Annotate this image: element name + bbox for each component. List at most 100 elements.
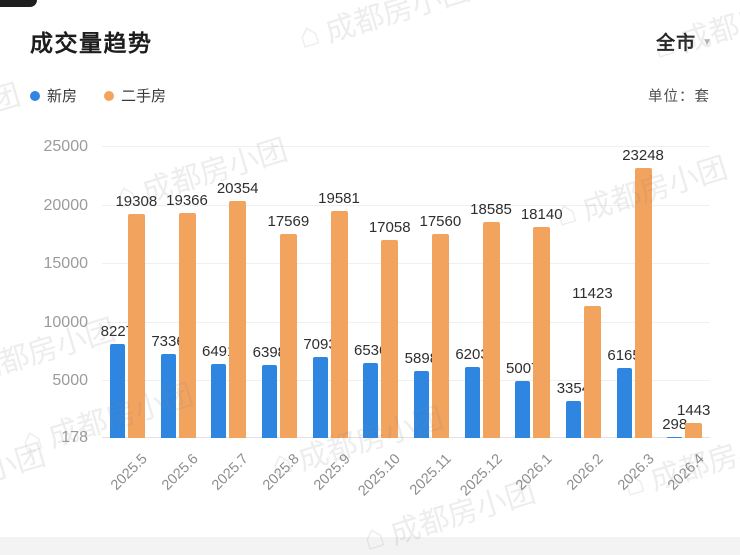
bar-value-label: 6165: [607, 346, 641, 364]
bar-resale-homes-2025.9[interactable]: 19581: [318, 190, 360, 438]
bar-value-label: 298: [662, 415, 688, 433]
chevron-down-icon: ▼: [702, 37, 712, 48]
x-axis: 2025.5 2025.6 2025.7 2025.8 2025.9 2025.10 202…: [102, 442, 710, 522]
header: 成交量趋势 全市 ▼: [30, 24, 712, 58]
bar-resale-homes-2025.7[interactable]: 20354: [217, 180, 259, 438]
bar-value-label: 5007: [506, 360, 540, 378]
x-tick-label-2025.5: 2025.5: [107, 451, 151, 494]
bar-resale-homes-2025.11[interactable]: 17560: [420, 213, 461, 438]
bar-value-label: 18585: [470, 201, 512, 219]
x-tick-label-2025.11: 2025.11: [407, 451, 455, 499]
bar-group-2025.6: 7336 19366: [151, 147, 208, 438]
bar-group-2026.3: 6165 23248: [607, 147, 664, 438]
bar-new-homes-2025.5[interactable]: 8227: [101, 323, 134, 438]
bar-resale-homes-2026.3[interactable]: 23248: [622, 147, 664, 438]
gridline: [102, 437, 710, 438]
region-selector[interactable]: 全市 ▼: [656, 28, 712, 55]
bar-value-label: 5898: [404, 349, 439, 367]
top-left-notch: [0, 0, 37, 7]
gridline: [102, 204, 710, 206]
y-tick-label: 25000: [43, 138, 89, 155]
y-axis: 178 5000 10000 15000 20000 25000: [30, 138, 89, 446]
bar-value-label: 20354: [216, 180, 259, 198]
bar-value-label: 3354: [556, 379, 591, 397]
bar-new-homes-2025.11[interactable]: 5898: [405, 350, 438, 438]
legend-label: 二手房: [121, 88, 167, 105]
page-title: 成交量趋势: [30, 30, 153, 56]
legend-item-resale-homes[interactable]: 二手房: [104, 85, 166, 106]
bar-group-2025.8: 6398 17569: [253, 147, 309, 438]
bar-value-label: 11423: [572, 285, 613, 303]
legend-label: 新房: [47, 88, 78, 105]
region-label: 全市: [656, 32, 697, 54]
bar-value-label: 6203: [455, 346, 489, 364]
bar-new-homes-2026.4[interactable]: 298: [662, 416, 687, 438]
bar-group-2025.11: 5898 17560: [405, 147, 461, 438]
bar-resale-homes-2025.6[interactable]: 19366: [166, 192, 208, 438]
bar-resale-homes-2025.12[interactable]: 18585: [470, 201, 512, 438]
y-tick-label: 20000: [43, 196, 89, 214]
bar-value-label: 1443: [677, 402, 711, 420]
x-tick-label-2025.9: 2025.9: [310, 451, 354, 494]
bar-resale-homes-2025.5[interactable]: 19308: [115, 193, 157, 438]
bar-group-2026.1: 5007 18140: [506, 147, 563, 438]
bar-new-homes-2025.10[interactable]: 6536: [354, 342, 387, 438]
bar-value-label: 19581: [318, 189, 360, 207]
x-tick-label-2026.1: 2026.1: [513, 451, 556, 494]
bar-value-label: 17058: [368, 219, 411, 237]
x-tick-label-2025.7: 2025.7: [209, 451, 252, 494]
legend-row: 新房 二手房 单位：套: [30, 85, 710, 106]
bar-resale-homes-2025.10[interactable]: 17058: [369, 219, 411, 438]
bar-new-homes-2025.7[interactable]: 6491: [202, 343, 235, 438]
bar-resale-homes-2026.1[interactable]: 18140: [521, 206, 563, 438]
bottom-section-edge: [0, 537, 740, 555]
volume-trend-chart: 178 5000 10000 15000 20000 25000 8227 19308 733…: [30, 130, 711, 525]
bar-group-2025.5: 8227 19308: [101, 147, 157, 438]
y-tick-label: 15000: [43, 255, 89, 273]
plot-area: 8227 19308 7336 19366 6491 20354 6398 17569 7093…: [101, 146, 710, 438]
bar-value-label: 6398: [252, 344, 287, 362]
x-tick-label-2025.8: 2025.8: [259, 451, 303, 494]
bar-new-homes-2025.6[interactable]: 7336: [151, 333, 185, 438]
bar-value-label: 7336: [151, 333, 185, 351]
y-tick-label: 5000: [52, 372, 88, 390]
bar-group-2025.12: 6203 18585: [455, 147, 512, 438]
gridline: [102, 263, 710, 265]
x-tick-label-2025.6: 2025.6: [158, 451, 202, 494]
x-tick-label-2026.4: 2026.4: [665, 451, 708, 494]
bar-group-2025.10: 6536 17058: [354, 147, 411, 438]
bar-group-2025.7: 6491 20354: [202, 147, 259, 438]
y-tick-label: 178: [61, 429, 88, 446]
watermark: ⌂成都房小团: [0, 70, 25, 164]
bar-value-label: 6536: [354, 342, 388, 360]
watermark-text: 成都房小团: [0, 78, 25, 155]
x-tick-label-2026.3: 2026.3: [614, 451, 658, 494]
legend-dot-icon: [30, 90, 40, 101]
bar-group-2026.2: 3354 11423: [557, 147, 613, 438]
bar-group-2026.4: 298 1443: [659, 147, 710, 438]
bar-new-homes-2025.9[interactable]: 7093: [303, 336, 337, 438]
bar-resale-homes-2026.4[interactable]: 1443: [677, 402, 710, 438]
bar-new-homes-2025.12[interactable]: 6203: [455, 346, 489, 438]
bar-resale-homes-2026.2[interactable]: 11423: [572, 285, 613, 438]
bar-resale-homes-2025.8[interactable]: 17569: [267, 213, 309, 438]
bar-value-label: 19366: [166, 192, 208, 210]
bar-new-homes-2025.8[interactable]: 6398: [253, 344, 286, 438]
bar-new-homes-2026.1[interactable]: 5007: [506, 360, 539, 438]
bar-value-label: 6491: [201, 343, 236, 360]
unit-label: 单位：套: [648, 89, 710, 105]
bar-value-label: 17569: [267, 213, 310, 231]
bar-group-2025.9: 7093 19581: [303, 147, 360, 438]
gridline: [102, 380, 710, 382]
legend-item-new-homes[interactable]: 新房: [30, 85, 77, 106]
x-tick-label-2025.10: 2025.10: [355, 451, 404, 500]
bar-value-label: 7093: [303, 335, 337, 353]
gridline: [102, 321, 710, 323]
bar-value-label: 18140: [520, 206, 563, 224]
bar-new-homes-2026.2[interactable]: 3354: [557, 380, 590, 438]
bar-value-label: 17560: [419, 213, 462, 231]
bar-new-homes-2026.3[interactable]: 6165: [607, 347, 641, 438]
y-tick-label: 10000: [43, 313, 89, 331]
bar-value-label: 8227: [100, 322, 135, 340]
